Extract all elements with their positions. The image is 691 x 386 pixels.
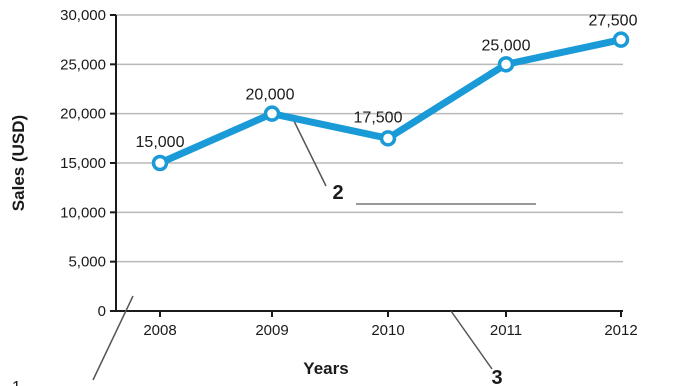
callout-line-3 xyxy=(450,310,493,370)
y-tick-label: 10,000 xyxy=(60,204,106,221)
callout-lines xyxy=(92,120,536,381)
x-axis-label: Years xyxy=(303,359,348,378)
x-tick-label: 2009 xyxy=(255,322,288,339)
data-labels: 15,000 20,000 17,500 25,000 27,500 xyxy=(136,13,638,151)
data-label: 25,000 xyxy=(482,37,531,54)
y-tick-label: 0 xyxy=(98,303,106,320)
gridlines xyxy=(116,14,623,263)
y-tick-label: 25,000 xyxy=(60,56,106,73)
callout-number-1-fragment: 1 xyxy=(12,379,21,386)
data-label: 27,500 xyxy=(589,13,638,30)
data-point xyxy=(612,31,630,48)
data-point xyxy=(263,105,281,122)
x-tick-label: 2008 xyxy=(143,322,176,339)
callout-number-3: 3 xyxy=(491,367,502,386)
callout-line-2 xyxy=(293,120,327,187)
y-tick-label: 5,000 xyxy=(68,254,106,271)
y-axis-ticks: 0 5,000 10,000 15,000 20,000 25,000 30,000 xyxy=(60,7,116,320)
x-tick-label: 2011 xyxy=(490,322,522,339)
data-point xyxy=(379,130,397,147)
series-group xyxy=(151,31,630,172)
x-tick-label: 2010 xyxy=(371,322,404,339)
callout-number-2: 2 xyxy=(332,182,343,204)
y-axis-label: Sales (USD) xyxy=(9,115,28,211)
data-point xyxy=(497,56,515,73)
x-tick-label: 2012 xyxy=(604,322,637,339)
y-tick-label: 15,000 xyxy=(60,155,106,172)
data-label: 20,000 xyxy=(246,87,295,104)
callout-line-1 xyxy=(92,295,134,381)
x-axis-ticks: 2008 2009 2010 2011 2012 xyxy=(143,311,638,339)
data-label: 17,500 xyxy=(354,109,403,126)
data-label: 15,000 xyxy=(136,134,185,151)
y-tick-label: 30,000 xyxy=(60,7,106,24)
y-tick-label: 20,000 xyxy=(60,106,106,123)
data-point xyxy=(151,154,169,172)
